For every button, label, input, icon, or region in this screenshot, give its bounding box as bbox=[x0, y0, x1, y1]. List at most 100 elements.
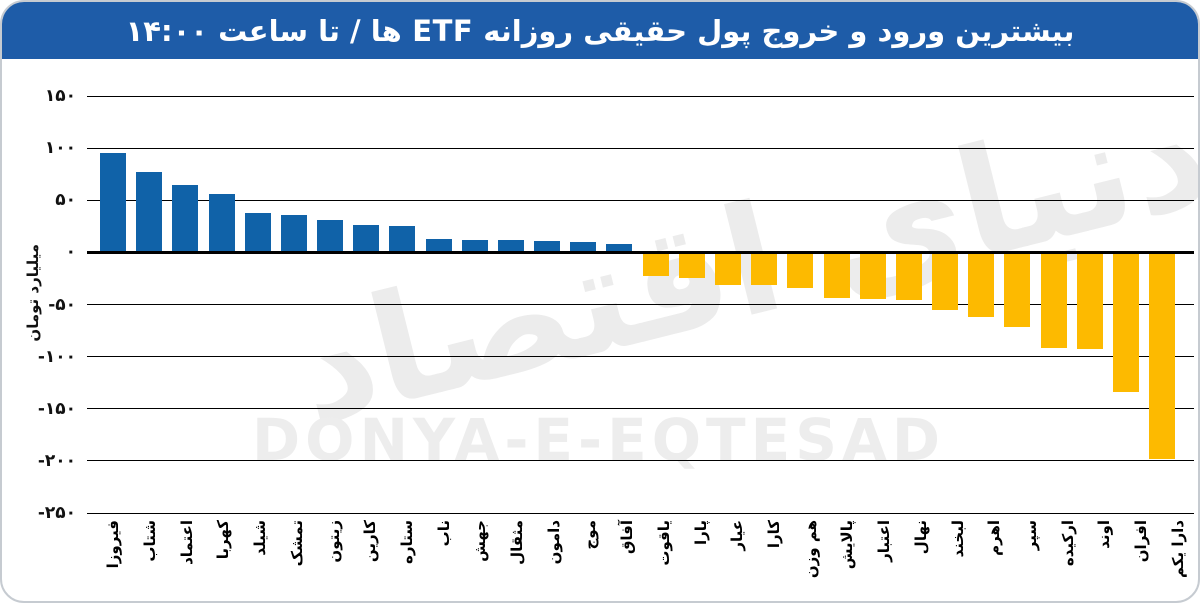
bar-slot bbox=[746, 96, 782, 513]
bar bbox=[353, 225, 380, 253]
bar bbox=[1004, 252, 1031, 328]
bar-slot bbox=[276, 96, 312, 513]
bar bbox=[895, 252, 922, 301]
x-tick-label: اعتماد bbox=[177, 520, 196, 565]
bar-slot bbox=[95, 96, 131, 513]
bar bbox=[823, 252, 850, 299]
y-tick-label: -۱۰۰ bbox=[37, 346, 76, 367]
x-tick-label: شتاب bbox=[141, 520, 160, 562]
x-label-cell: شیلد bbox=[242, 518, 279, 601]
bar-slot bbox=[421, 96, 457, 513]
x-label-cell: دارا یکم bbox=[1159, 518, 1196, 601]
y-tick-label: ۱۵۰ bbox=[44, 86, 76, 106]
x-tick-label: مثقال bbox=[508, 520, 527, 565]
x-tick-label: اهرم bbox=[985, 520, 1004, 556]
x-tick-label: یاقوت bbox=[654, 520, 673, 566]
x-tick-label: ناب bbox=[434, 520, 453, 547]
bar bbox=[715, 252, 741, 285]
bar-slot bbox=[529, 96, 565, 513]
bar bbox=[317, 220, 344, 253]
bar-slot bbox=[1035, 96, 1071, 513]
x-tick-label: ارکیده bbox=[1058, 520, 1077, 567]
x-label-cell: کارا bbox=[756, 518, 793, 601]
bar bbox=[461, 239, 488, 253]
bar-slot bbox=[312, 96, 348, 513]
bar bbox=[172, 184, 199, 253]
bar-slot bbox=[782, 96, 818, 513]
bar-slot bbox=[457, 96, 493, 513]
bar bbox=[244, 212, 271, 253]
bar-slot bbox=[710, 96, 746, 513]
x-label-cell: اعتبار bbox=[866, 518, 903, 601]
bar-slot bbox=[674, 96, 710, 513]
x-tick-label: آفاق bbox=[618, 520, 637, 555]
chart-title: بیشترین ورود و خروج پول حقیقی روزانه ETF… bbox=[125, 13, 1075, 48]
x-tick-label: کهربا bbox=[214, 520, 233, 560]
bars-container bbox=[95, 96, 1180, 513]
bar bbox=[425, 238, 452, 253]
bar-slot bbox=[384, 96, 420, 513]
bar bbox=[787, 252, 814, 288]
y-tick-label: -۲۵۰ bbox=[37, 503, 76, 523]
bar bbox=[100, 153, 127, 253]
x-label-cell: هم وزن bbox=[792, 518, 829, 601]
bar bbox=[534, 240, 561, 253]
bar bbox=[1076, 252, 1103, 350]
watermark-latin: DONYA-E-EQTESAD bbox=[252, 406, 946, 474]
x-label-cell: دامون bbox=[535, 518, 572, 601]
gridline bbox=[87, 95, 1194, 97]
x-label-cell: ارکیده bbox=[1049, 518, 1086, 601]
x-tick-label: نهال bbox=[911, 520, 930, 555]
y-tick-label: ۰ bbox=[65, 242, 76, 263]
y-tick-label: -۲۰۰ bbox=[37, 450, 76, 471]
x-tick-label: اوند bbox=[1095, 520, 1114, 549]
bar bbox=[932, 252, 959, 310]
x-tick-label: فیروزا bbox=[104, 520, 123, 569]
bar-slot bbox=[855, 96, 891, 513]
x-label-cell: زیتون bbox=[315, 518, 352, 601]
gridline bbox=[87, 512, 1194, 514]
x-label-cell: عیار bbox=[719, 518, 756, 601]
bar bbox=[389, 226, 416, 253]
bar-slot bbox=[927, 96, 963, 513]
y-tick-label: -۱۵۰ bbox=[37, 398, 76, 419]
x-label-cell: موج bbox=[572, 518, 609, 601]
gridline bbox=[87, 304, 1194, 305]
bar bbox=[751, 252, 778, 285]
gridline bbox=[87, 460, 1194, 462]
y-tick-label: ۵۰ bbox=[55, 190, 76, 211]
bar bbox=[642, 252, 669, 277]
x-label-cell: اهرم bbox=[976, 518, 1013, 601]
bar-slot bbox=[204, 96, 240, 513]
bar bbox=[1149, 252, 1176, 459]
x-tick-label: موج bbox=[581, 520, 600, 550]
bar-slot bbox=[493, 96, 529, 513]
bar bbox=[136, 172, 163, 253]
bar bbox=[280, 214, 307, 253]
x-tick-label: اعتبار bbox=[875, 520, 894, 562]
bar bbox=[859, 252, 886, 300]
x-tick-label: کارین bbox=[361, 520, 380, 563]
bar-slot bbox=[131, 96, 167, 513]
bar-slot bbox=[891, 96, 927, 513]
bar-slot bbox=[601, 96, 637, 513]
x-tick-label: کارا bbox=[765, 520, 783, 549]
y-tick-label: ۱۰۰ bbox=[44, 138, 76, 159]
bar-slot bbox=[1144, 96, 1180, 513]
gridline bbox=[87, 199, 1194, 201]
x-label-cell: ستاره bbox=[389, 518, 426, 601]
x-tick-label: هم وزن bbox=[801, 520, 820, 579]
bar-slot bbox=[167, 96, 203, 513]
x-label-cell: شتاب bbox=[132, 518, 169, 601]
bar-slot bbox=[963, 96, 999, 513]
x-label-cell: یاقوت bbox=[646, 518, 683, 601]
bar-slot bbox=[348, 96, 384, 513]
x-label-cell: جهش bbox=[462, 518, 499, 601]
bar-slot bbox=[999, 96, 1035, 513]
x-tick-label: دارا یکم bbox=[1168, 520, 1187, 578]
x-tick-label: عیار bbox=[728, 520, 747, 551]
x-tick-label: پارا bbox=[691, 520, 710, 546]
bar bbox=[606, 244, 633, 253]
bar-slot bbox=[818, 96, 854, 513]
